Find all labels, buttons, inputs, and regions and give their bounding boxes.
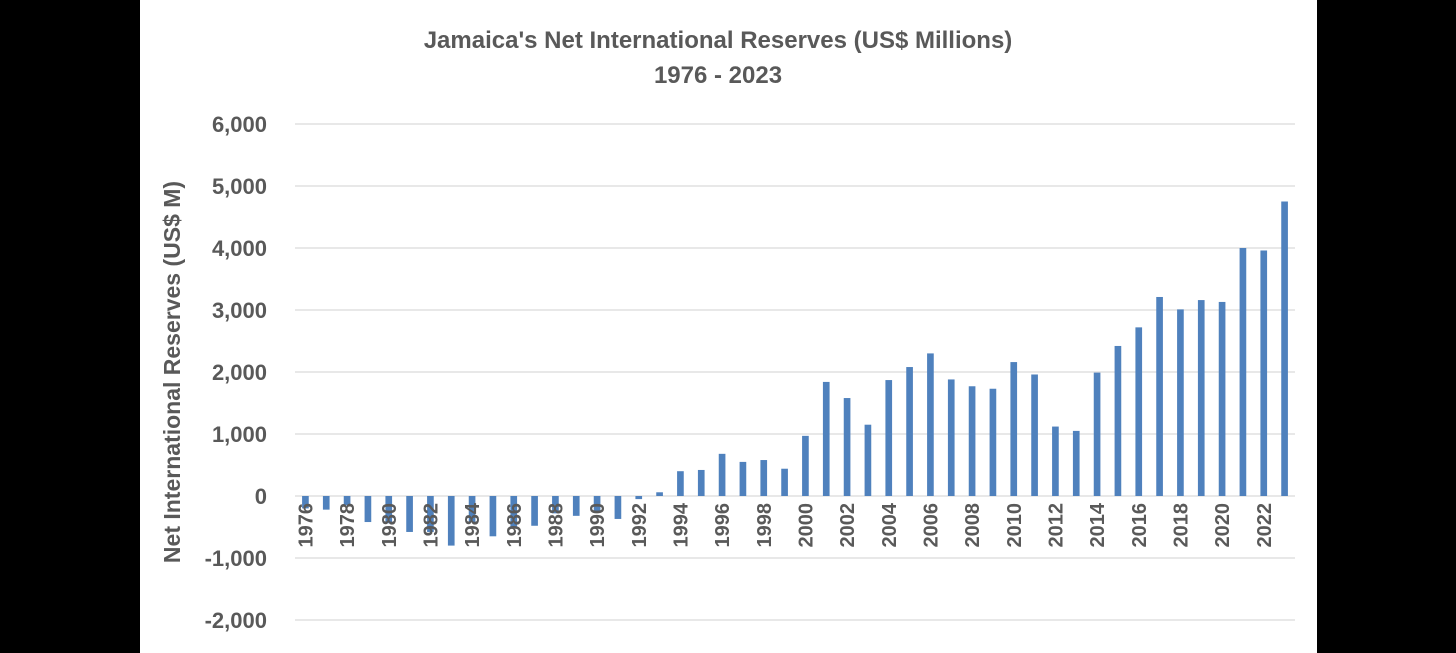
bar-1984 — [468, 496, 476, 523]
bar-1987 — [531, 496, 538, 526]
bar-2019 — [1197, 300, 1205, 496]
bar-2022 — [1260, 250, 1268, 496]
bar-1990 — [593, 496, 601, 512]
bar-2009 — [989, 388, 997, 496]
bar-2020 — [1218, 301, 1226, 496]
x-tick-label: 2018 — [1170, 503, 1192, 548]
y-tick-label: 3,000 — [212, 298, 267, 323]
bar-2016 — [1135, 327, 1143, 496]
bar-1994 — [677, 471, 684, 496]
y-tick-label: 5,000 — [212, 174, 267, 199]
x-tick-label: 1976 — [295, 503, 317, 548]
bar-1982 — [427, 496, 434, 532]
x-tick-label: 1992 — [629, 503, 651, 548]
x-tick-label: 1996 — [712, 503, 734, 548]
chart-title: Jamaica's Net International Reserves (US… — [424, 27, 1013, 54]
y-axis-label: Net International Reserves (US$ M) — [159, 181, 185, 563]
bar-2015 — [1114, 345, 1122, 496]
bar-1997 — [739, 461, 747, 496]
y-axis-ticks: 6,000 5,000 4,000 3,000 2,000 1,000 0 -1,000 -2,… — [205, 112, 267, 633]
bar-2013 — [1072, 430, 1080, 496]
bar-1999 — [781, 468, 788, 496]
x-tick-label: 2012 — [1045, 503, 1067, 548]
bar-2006 — [927, 353, 934, 496]
bar-1980 — [385, 496, 393, 524]
bar-2017 — [1156, 296, 1163, 496]
bar-2005 — [906, 367, 913, 496]
bar-2002 — [843, 398, 851, 496]
y-tick-label: -2,000 — [205, 608, 267, 633]
bars — [302, 201, 1288, 546]
y-tick-label: 6,000 — [212, 112, 267, 137]
bar-2021 — [1239, 248, 1247, 496]
x-tick-label: 1994 — [670, 502, 692, 547]
y-tick-label: 1,000 — [212, 422, 267, 447]
bar-1985 — [489, 496, 497, 537]
bar-1991 — [614, 496, 622, 519]
x-tick-label: 1998 — [754, 503, 776, 548]
bar-1979 — [364, 496, 372, 523]
bar-2000 — [802, 435, 809, 496]
bar-2012 — [1052, 426, 1059, 496]
bar-1993 — [656, 492, 663, 496]
x-tick-label: 2006 — [920, 503, 942, 548]
bar-2010 — [1010, 362, 1018, 496]
x-tick-label: 2022 — [1254, 503, 1276, 548]
x-tick-label: 2002 — [837, 503, 859, 548]
bar-2011 — [1031, 374, 1038, 496]
bar-1996 — [718, 453, 726, 496]
bar-1983 — [447, 496, 455, 546]
y-tick-label: -1,000 — [205, 546, 267, 571]
gridlines — [295, 123, 1295, 621]
x-tick-label: 1986 — [504, 503, 526, 548]
x-tick-label: 2008 — [962, 503, 984, 548]
bar-1977 — [322, 496, 330, 510]
bar-2023 — [1281, 201, 1288, 496]
x-tick-label: 2016 — [1129, 503, 1151, 548]
bar-1978 — [343, 496, 351, 506]
bar-1986 — [510, 496, 518, 529]
bar-1995 — [697, 469, 705, 496]
bar-2001 — [822, 381, 830, 496]
x-tick-label: 1982 — [420, 503, 442, 548]
x-tick-label: 1978 — [337, 503, 359, 548]
x-tick-label: 1990 — [587, 503, 609, 548]
bar-2008 — [968, 386, 976, 496]
y-tick-label: 4,000 — [212, 236, 267, 261]
x-tick-label: 2004 — [879, 502, 901, 547]
bar-1998 — [760, 460, 768, 496]
bar-1976 — [302, 496, 309, 509]
bar-chart: Jamaica's Net International Reserves (US… — [159, 27, 1295, 633]
x-tick-label: 2000 — [795, 503, 817, 548]
x-tick-label: 2010 — [1004, 503, 1026, 548]
chart-subtitle: 1976 - 2023 — [654, 62, 782, 89]
bar-2014 — [1093, 372, 1101, 496]
x-tick-label: 1980 — [379, 503, 401, 548]
bar-1992 — [635, 496, 643, 500]
x-axis-ticks: 1976 1978 1980 1982 1984 1986 1988 1990 1992 1994… — [295, 502, 1275, 547]
x-tick-label: 1984 — [462, 502, 484, 547]
bar-1989 — [572, 496, 580, 516]
bar-1981 — [406, 496, 413, 532]
bar-1988 — [552, 496, 559, 514]
x-tick-label: 2020 — [1212, 503, 1234, 548]
bar-2004 — [885, 380, 893, 496]
bar-2018 — [1177, 309, 1184, 496]
chart-panel: Jamaica's Net International Reserves (US… — [140, 0, 1317, 653]
bar-2003 — [864, 424, 872, 496]
x-tick-label: 1988 — [545, 503, 567, 548]
bar-2007 — [947, 379, 955, 496]
x-tick-label: 2014 — [1087, 502, 1109, 547]
y-tick-label: 0 — [255, 484, 267, 509]
y-tick-label: 2,000 — [212, 360, 267, 385]
